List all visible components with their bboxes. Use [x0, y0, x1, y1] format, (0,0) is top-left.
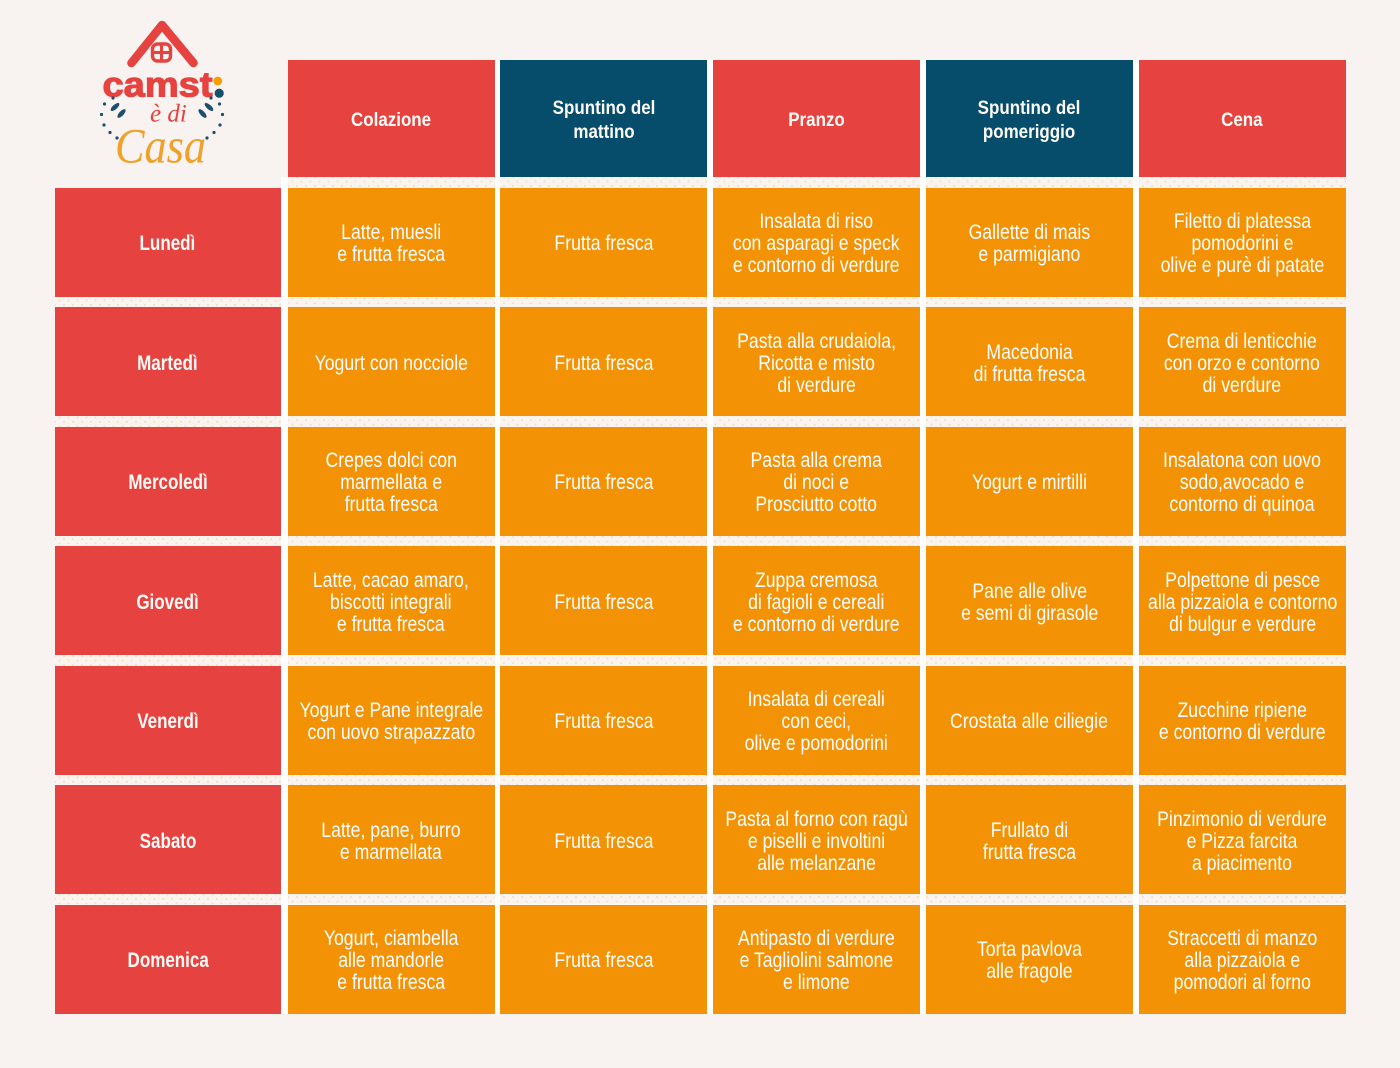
- svg-text:è di: è di: [150, 101, 187, 128]
- svg-text:camst: camst: [103, 66, 213, 105]
- svg-text:Casa: Casa: [115, 118, 206, 174]
